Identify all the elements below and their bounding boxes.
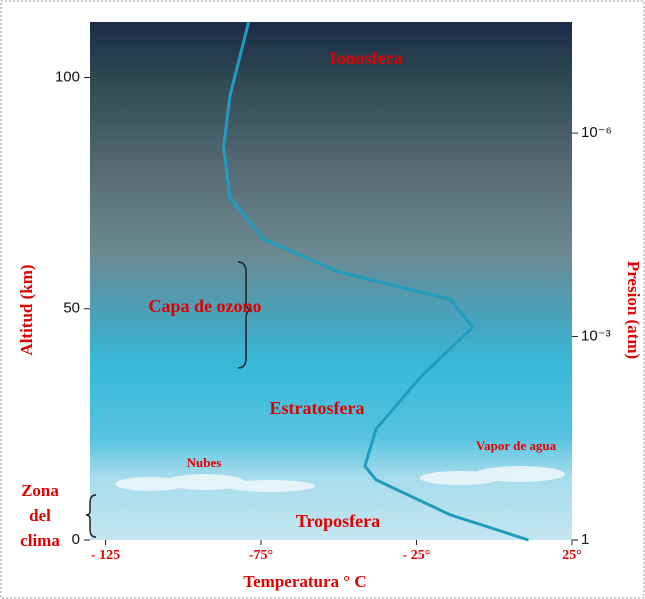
x-tick-label: 25°	[562, 548, 582, 563]
y2-tick-label: 1	[581, 531, 589, 548]
annotation: Nubes	[187, 455, 222, 470]
climate-zone-label: Zona	[21, 481, 59, 500]
annotation: Ionosfera	[330, 48, 403, 68]
x-tick-label: -75°	[249, 548, 273, 563]
y2-tick-label: 10⁻⁶	[581, 124, 612, 141]
y-axis-title: Altitud (km)	[17, 264, 36, 355]
annotation: Capa de ozono	[148, 296, 261, 316]
chart: Altitud (km) Presion (atm) Temperatura °…	[0, 0, 645, 599]
x-tick-label: - 25°	[403, 548, 431, 563]
climate-zone-label: del	[29, 506, 51, 525]
y2-axis-title: Presion (atm)	[624, 261, 643, 359]
y-tick-label: 100	[55, 68, 80, 85]
plot-area	[90, 22, 572, 540]
annotation: Troposfera	[296, 511, 380, 531]
x-axis-title: Temperatura ° C	[243, 572, 366, 591]
y-tick-label: 50	[63, 300, 80, 317]
annotation: Estratosfera	[270, 398, 365, 418]
annotation: Vapor de agua	[476, 438, 557, 453]
climate-zone-label: clima	[20, 531, 60, 550]
y-tick-label: 0	[72, 531, 80, 548]
x-tick-label: - 125	[91, 548, 120, 563]
y2-tick-label: 10⁻³	[581, 328, 611, 345]
